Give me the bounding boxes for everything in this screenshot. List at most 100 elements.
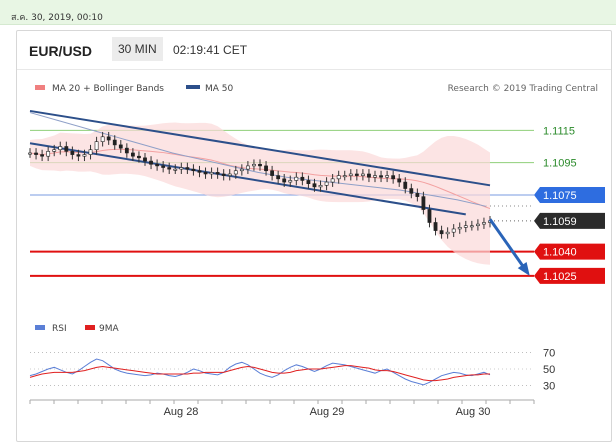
candle-body bbox=[421, 196, 426, 210]
candle-body bbox=[367, 173, 371, 178]
candle-body bbox=[52, 149, 57, 152]
candle-body bbox=[348, 173, 353, 176]
price-label-3: 1.1059 bbox=[543, 216, 577, 228]
timestamp-label: ส.ค. 30, 2019, 00:10 bbox=[11, 13, 103, 23]
candle-body bbox=[46, 151, 51, 157]
chart-header: EUR/USD 30 MIN 02:19:41 CET bbox=[17, 31, 611, 69]
header-divider bbox=[17, 69, 611, 70]
candle-body bbox=[233, 170, 238, 175]
price-badge-4 bbox=[534, 243, 605, 260]
ma50-legend-swatch bbox=[186, 85, 200, 89]
candle-body bbox=[76, 154, 81, 157]
candle-body bbox=[457, 227, 462, 230]
candle-body bbox=[439, 230, 444, 235]
candle-body bbox=[324, 181, 329, 186]
ma9-legend-label: 9MA bbox=[99, 324, 119, 334]
channel-lower-line bbox=[29, 142, 466, 216]
candle-body bbox=[149, 160, 153, 165]
candle-body bbox=[463, 225, 468, 228]
candle-body bbox=[403, 181, 408, 189]
ma20-legend-label: MA 20 + Bollinger Bands bbox=[52, 84, 164, 94]
candle-body bbox=[70, 151, 75, 155]
candle-body bbox=[433, 222, 438, 231]
candle-body bbox=[342, 175, 347, 178]
candle-body bbox=[143, 157, 147, 162]
candle-body bbox=[106, 136, 111, 141]
price-label-4: 1.1040 bbox=[543, 247, 577, 259]
price-label-5: 1.1025 bbox=[543, 271, 577, 283]
price-badge-3 bbox=[534, 212, 605, 229]
forecast-arrow-shaft bbox=[488, 218, 528, 272]
candle-body bbox=[482, 222, 486, 225]
candle-body bbox=[391, 175, 396, 180]
candle-body bbox=[264, 165, 268, 172]
candle-body bbox=[385, 175, 390, 178]
rsi-legend-label: RSI bbox=[52, 324, 67, 334]
candle-body bbox=[227, 173, 232, 176]
credit-label: Research © 2019 Trading Central bbox=[448, 84, 598, 94]
candle-body bbox=[40, 154, 45, 157]
candle-body bbox=[258, 163, 262, 167]
candle-body bbox=[82, 154, 87, 157]
candle-body bbox=[185, 167, 190, 170]
channel-upper-line bbox=[29, 109, 491, 187]
candle-body bbox=[451, 228, 456, 233]
candle-body bbox=[88, 149, 93, 155]
candle-body bbox=[34, 152, 38, 155]
candle-body bbox=[379, 175, 383, 178]
ma50-legend-label: MA 50 bbox=[205, 84, 234, 94]
candle-body bbox=[197, 170, 202, 173]
candle-body bbox=[94, 141, 99, 151]
candle-body bbox=[64, 146, 69, 152]
candle-body bbox=[360, 173, 365, 176]
candle-body bbox=[245, 165, 250, 170]
rsi-legend-swatch bbox=[35, 325, 45, 330]
candle-body bbox=[167, 167, 172, 170]
candle-body bbox=[191, 168, 196, 172]
candle-body bbox=[300, 176, 305, 181]
candle-body bbox=[58, 146, 63, 151]
candle-body bbox=[312, 183, 317, 188]
rsi-ma9-line bbox=[29, 365, 490, 382]
candle-body bbox=[330, 178, 335, 183]
ma20-legend-swatch bbox=[35, 85, 45, 90]
candle-body bbox=[469, 225, 474, 228]
pair-title: EUR/USD bbox=[29, 43, 93, 59]
clock-label: 02:19:41 CET bbox=[173, 43, 248, 57]
ma9-legend-swatch bbox=[85, 325, 95, 330]
price-badge-5 bbox=[534, 267, 605, 284]
candle-body bbox=[427, 209, 432, 223]
candle-body bbox=[336, 175, 341, 180]
candle-body bbox=[397, 178, 402, 183]
candle-body bbox=[294, 176, 299, 181]
x-tick-label-1: Aug 29 bbox=[310, 406, 345, 418]
x-tick-label-0: Aug 28 bbox=[164, 406, 199, 418]
candle-body bbox=[215, 172, 220, 175]
candle-body bbox=[100, 136, 105, 142]
forecast-arrow-head bbox=[517, 261, 530, 276]
top-status-bar: ส.ค. 30, 2019, 00:10 bbox=[0, 0, 616, 25]
candle-body bbox=[306, 180, 311, 184]
candle-body bbox=[276, 175, 281, 180]
timeframe-selector[interactable]: 30 MIN bbox=[112, 37, 163, 61]
candle-body bbox=[155, 163, 160, 167]
candle-body bbox=[173, 168, 178, 171]
price-badge-2 bbox=[534, 187, 605, 203]
candle-body bbox=[282, 178, 287, 183]
candle-body bbox=[130, 152, 135, 157]
candle-body bbox=[161, 165, 166, 168]
candle-body bbox=[445, 231, 450, 235]
candle-body bbox=[373, 175, 377, 178]
candle-body bbox=[252, 163, 256, 167]
rsi-line bbox=[29, 358, 491, 386]
candle-body bbox=[209, 172, 214, 175]
candle-body bbox=[354, 173, 359, 176]
rsi-tick-label-50: 50 bbox=[543, 364, 555, 376]
candle-body bbox=[318, 185, 323, 188]
candle-body bbox=[179, 167, 184, 170]
candle-body bbox=[137, 155, 141, 159]
candle-body bbox=[409, 188, 414, 194]
candle-body bbox=[288, 180, 293, 183]
candle-body bbox=[221, 173, 226, 176]
candle-body bbox=[475, 223, 480, 227]
